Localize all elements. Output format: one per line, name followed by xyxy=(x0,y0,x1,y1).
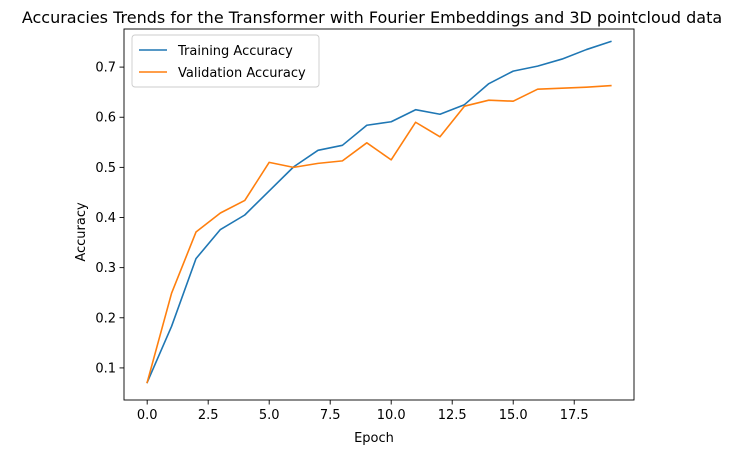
series-line-2 xyxy=(146,84,612,384)
y-tick-label: 0.6 xyxy=(95,111,116,126)
x-tick-label: 5.0 xyxy=(259,408,280,423)
y-tick-label: 0.3 xyxy=(95,261,116,276)
x-tick-label: 15.0 xyxy=(499,408,528,423)
legend-label-2: Validation Accuracy xyxy=(178,66,306,81)
y-axis-label: Accuracy xyxy=(74,202,89,262)
y-tick-label: 0.5 xyxy=(95,161,116,176)
x-tick-label: 12.5 xyxy=(438,408,467,423)
legend-box xyxy=(131,34,320,88)
chart-title: Accuracies Trends for the Transformer wi… xyxy=(22,8,722,27)
x-tick-label: 2.5 xyxy=(198,408,219,423)
y-tick-label: 0.4 xyxy=(95,211,116,226)
x-axis-label: Epoch xyxy=(354,431,394,446)
series-line-1 xyxy=(146,40,612,384)
plot-area: 0.0 2.5 5.0 7.5 10.0 12.5 15.0 17.5 0.1 0.2 0.3 0.4… xyxy=(95,28,635,423)
x-tick-label: 17.5 xyxy=(560,408,589,423)
x-tick-label: 10.0 xyxy=(377,408,406,423)
y-tick-label: 0.2 xyxy=(95,311,116,326)
y-tick-label: 0.1 xyxy=(95,361,116,376)
plot-frame xyxy=(123,28,635,401)
x-tick-label: 7.5 xyxy=(320,408,341,423)
y-tick-label: 0.7 xyxy=(95,61,116,76)
legend-label-1: Training Accuracy xyxy=(177,44,293,59)
x-tick-label: 0.0 xyxy=(137,408,158,423)
